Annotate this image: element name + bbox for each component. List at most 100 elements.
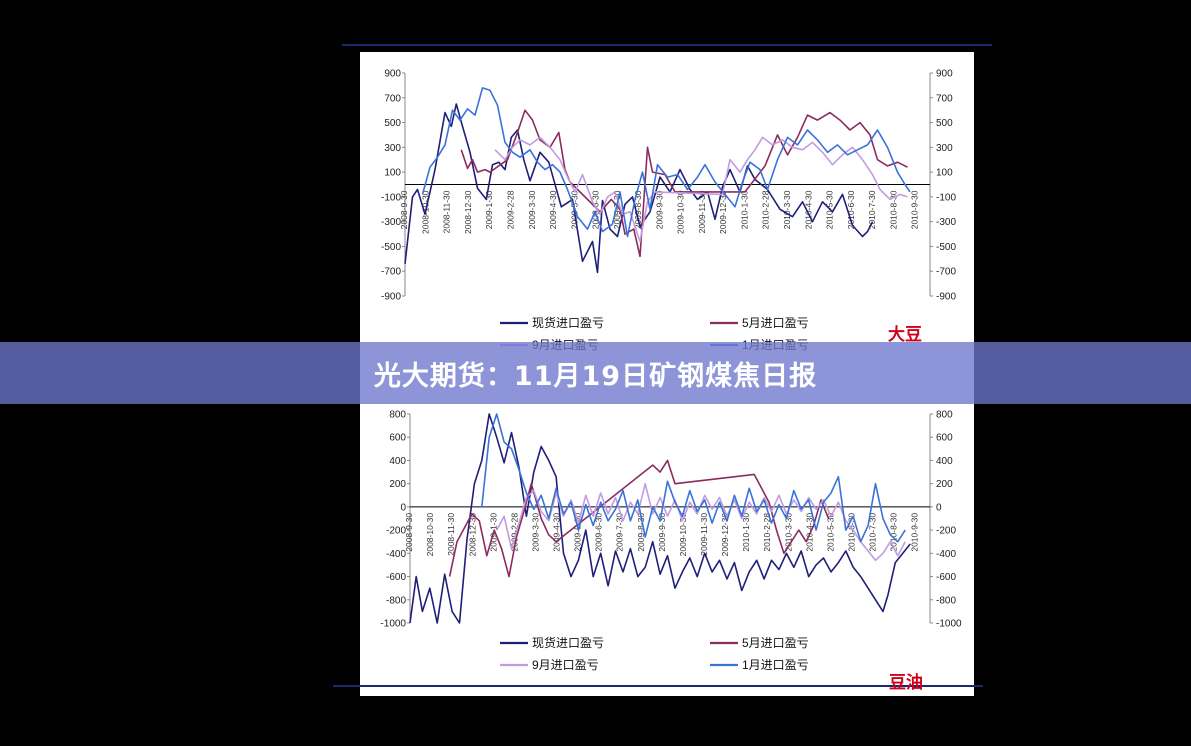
- y-tick-label-right: 800: [936, 410, 953, 421]
- x-tick-label: 2010-8-30: [889, 513, 899, 552]
- legend-label: 现货进口盈亏: [532, 635, 604, 650]
- y-tick-label-left: 600: [389, 433, 406, 444]
- y-tick-label-left: 800: [389, 410, 406, 421]
- y-tick-label-left: -200: [386, 526, 406, 537]
- legend-label: 5月进口盈亏: [742, 636, 809, 650]
- x-tick-label: 2009-2-28: [509, 513, 519, 552]
- commodity-label: 大豆: [888, 324, 922, 344]
- x-tick-label: 2010-7-30: [868, 513, 878, 552]
- y-tick-label-right: 100: [936, 168, 953, 179]
- x-tick-label: 2010-6-30: [846, 513, 856, 552]
- series-line-3: [421, 87, 911, 238]
- x-tick-label: 2009-8-30: [633, 190, 643, 229]
- y-tick-label-left: -900: [381, 292, 401, 303]
- x-tick-label: 2009-9-30: [654, 190, 664, 229]
- y-tick-label-left: 200: [389, 479, 406, 490]
- x-tick-label: 2010-4-30: [804, 513, 814, 552]
- series-line-3: [481, 413, 906, 543]
- y-tick-label-right: 300: [936, 143, 953, 154]
- x-tick-label: 2009-11-30: [697, 190, 707, 233]
- y-tick-label-right: -500: [936, 242, 956, 253]
- series-line-1: [460, 109, 908, 258]
- x-tick-label: 2009-5-30: [573, 513, 583, 552]
- x-tick-label: 2009-7-30: [612, 190, 622, 229]
- y-tick-label-right: 900: [936, 69, 953, 80]
- x-tick-label: 2008-12-30: [467, 513, 477, 557]
- x-tick-label: 2009-10-30: [678, 513, 688, 557]
- x-tick-label: 2009-9-30: [657, 513, 667, 552]
- legend-label: 1月进口盈亏: [742, 658, 809, 672]
- y-tick-label-left: -400: [386, 549, 406, 560]
- y-tick-label-left: 300: [384, 143, 401, 154]
- legend-label: 5月进口盈亏: [742, 316, 809, 330]
- x-tick-label: 2008-9-30: [404, 513, 414, 552]
- x-tick-label: 2008-10-30: [425, 513, 435, 557]
- x-tick-label: 2008-11-30: [446, 513, 456, 556]
- y-tick-label-right: -100: [936, 192, 956, 203]
- y-tick-label-right: 600: [936, 433, 953, 444]
- x-tick-label: 2009-12-30: [720, 513, 730, 557]
- y-tick-label-left: 900: [384, 69, 401, 80]
- x-tick-label: 2009-4-30: [548, 190, 558, 229]
- x-tick-label: 2010-9-30: [910, 190, 920, 229]
- x-tick-label: 2010-4-30: [803, 190, 813, 229]
- y-tick-label-right: -800: [936, 595, 956, 606]
- bottom-rule: [333, 685, 983, 687]
- x-tick-label: 2010-3-30: [783, 513, 793, 552]
- y-tick-label-left: -500: [381, 242, 401, 253]
- y-tick-label-right: 200: [936, 479, 953, 490]
- x-tick-label: 2010-3-30: [782, 190, 792, 229]
- y-tick-label-left: 0: [400, 502, 406, 513]
- x-tick-label: 2010-2-28: [762, 513, 772, 552]
- y-tick-label-right: -600: [936, 572, 956, 583]
- x-tick-label: 2010-8-30: [888, 190, 898, 229]
- y-tick-label-right: -400: [936, 549, 956, 560]
- x-tick-label: 2009-3-30: [527, 190, 537, 229]
- x-tick-label: 2010-7-30: [867, 190, 877, 229]
- x-tick-label: 2009-6-30: [591, 190, 601, 229]
- x-tick-label: 2010-5-30: [825, 513, 835, 552]
- x-tick-label: 2008-11-30: [442, 190, 452, 233]
- x-tick-label: 2009-10-30: [676, 190, 686, 234]
- y-tick-label-right: 500: [936, 118, 953, 129]
- legend-label: 现货进口盈亏: [532, 315, 604, 330]
- x-tick-label: 2010-1-30: [741, 513, 751, 552]
- x-tick-label: 2009-7-30: [615, 513, 625, 552]
- y-tick-label-left: -1000: [380, 619, 406, 630]
- series-line-0: [404, 103, 874, 274]
- x-tick-label: 2009-3-30: [531, 513, 541, 552]
- y-tick-label-right: -200: [936, 526, 956, 537]
- x-tick-label: 2010-9-30: [910, 513, 920, 552]
- x-tick-label: 2008-9-30: [399, 190, 409, 229]
- soybean-chart: 900 900 700 700 500 500 300 300 100 100 -100 -100 -3…: [381, 69, 956, 353]
- y-tick-label-left: 500: [384, 118, 401, 129]
- x-tick-label: 2009-1-30: [484, 190, 494, 229]
- commodity-label: 豆油: [889, 672, 923, 692]
- y-tick-label-left: -100: [381, 192, 401, 203]
- x-tick-label: 2010-1-30: [739, 190, 749, 229]
- x-tick-label: 2009-6-30: [594, 513, 604, 552]
- x-tick-label: 2010-6-30: [846, 190, 856, 229]
- y-tick-label-left: 700: [384, 93, 401, 104]
- y-tick-label-right: 0: [936, 502, 942, 513]
- series-line-0: [409, 413, 911, 624]
- x-tick-label: 2009-8-30: [636, 513, 646, 552]
- title-banner: 光大期货：11月19日矿钢煤焦日报: [0, 342, 1191, 404]
- x-tick-label: 2009-12-30: [718, 190, 728, 234]
- x-tick-label: 2009-11-30: [699, 513, 709, 556]
- y-tick-label-right: -900: [936, 292, 956, 303]
- banner-title: 光大期货：11月19日矿钢煤焦日报: [373, 360, 818, 392]
- x-tick-label: 2009-2-28: [505, 190, 515, 229]
- y-tick-label-left: -600: [386, 572, 406, 583]
- y-tick-label-left: 100: [384, 168, 401, 179]
- y-tick-label-right: -700: [936, 267, 956, 278]
- y-tick-label-right: -1000: [936, 619, 962, 630]
- y-tick-label-left: 400: [389, 456, 406, 467]
- y-tick-label-left: -800: [386, 595, 406, 606]
- y-tick-label-right: -300: [936, 217, 956, 228]
- y-tick-label-left: -700: [381, 267, 401, 278]
- top-rule: [342, 44, 992, 46]
- x-tick-label: 2008-12-30: [463, 190, 473, 234]
- y-tick-label-left: -300: [381, 217, 401, 228]
